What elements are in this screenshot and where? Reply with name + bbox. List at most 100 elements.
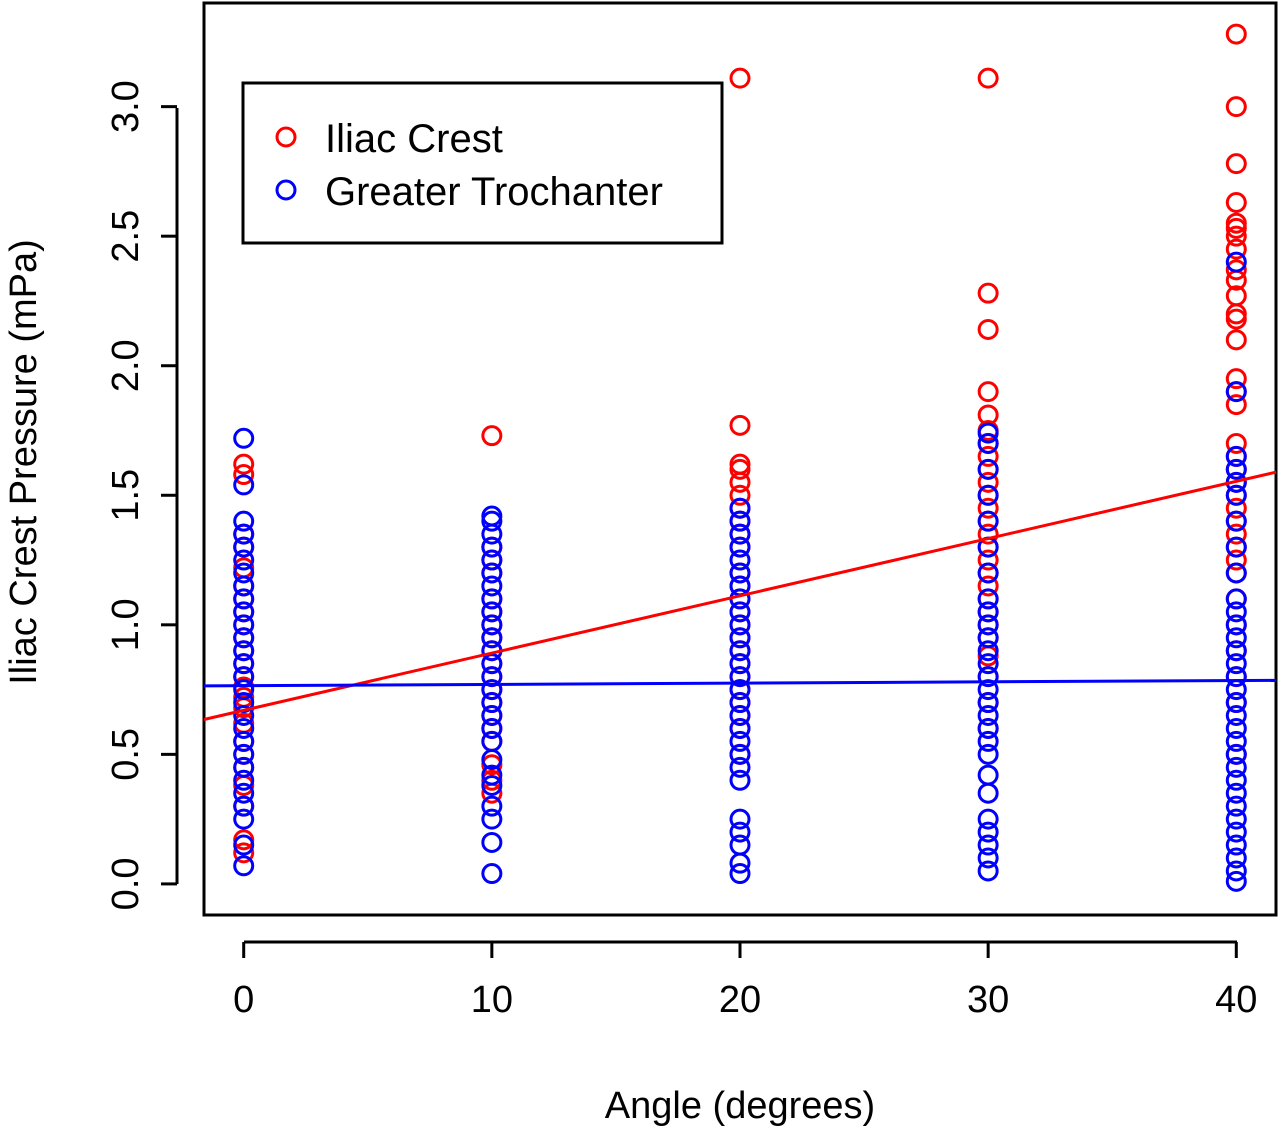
greater-trochanter-point: [481, 562, 503, 584]
greater-trochanter-point: [977, 717, 999, 739]
greater-trochanter-point: [1225, 666, 1247, 688]
greater-trochanter-point: [481, 730, 503, 752]
greater-trochanter-point: [1225, 627, 1247, 649]
iliac-crest-point: [1225, 394, 1247, 416]
iliac-crest-point: [729, 484, 751, 506]
greater-trochanter-point: [729, 510, 751, 532]
greater-trochanter-point: [977, 484, 999, 506]
greater-trochanter-point: [977, 588, 999, 610]
greater-trochanter-point: [1225, 692, 1247, 714]
greater-trochanter-point: [1225, 251, 1247, 273]
greater-trochanter-point: [481, 575, 503, 597]
greater-trochanter-point: [977, 834, 999, 856]
greater-trochanter-point: [729, 653, 751, 675]
greater-trochanter-point: [977, 458, 999, 480]
greater-trochanter-point: [977, 510, 999, 532]
greater-trochanter-point: [977, 614, 999, 636]
x-tick-label: 30: [967, 979, 1009, 1021]
greater-trochanter-point: [1225, 484, 1247, 506]
greater-trochanter-point: [729, 614, 751, 636]
greater-trochanter-point: [1225, 743, 1247, 765]
iliac-crest-point: [1225, 432, 1247, 454]
greater-trochanter-point: [977, 562, 999, 584]
greater-trochanter-point: [481, 808, 503, 830]
x-axis: 0 10 20 30 40: [233, 940, 1257, 1021]
iliac-crest-point: [729, 67, 751, 89]
greater-trochanter-point: [977, 666, 999, 688]
greater-trochanter-point: [233, 795, 255, 817]
x-tick-label: 20: [719, 979, 761, 1021]
fit-lines-layer: [203, 470, 1277, 721]
greater-trochanter-point: [233, 474, 255, 496]
greater-trochanter-point: [729, 627, 751, 649]
iliac-crest-point: [1225, 259, 1247, 281]
greater-trochanter-point: [481, 764, 503, 786]
iliac-crest-point: [1225, 523, 1247, 545]
greater-trochanter-point: [1225, 782, 1247, 804]
iliac-crest-point: [977, 471, 999, 493]
iliac-crest-point: [977, 282, 999, 304]
greater-trochanter-point: [233, 769, 255, 791]
greater-trochanter-point: [729, 717, 751, 739]
greater-trochanter-point: [481, 627, 503, 649]
greater-trochanter-point: [977, 432, 999, 454]
greater-trochanter-point: [977, 730, 999, 752]
greater-trochanter-point: [233, 627, 255, 649]
x-tick-label: 40: [1215, 979, 1257, 1021]
greater-trochanter-point: [977, 653, 999, 675]
x-tick-label: 10: [471, 979, 513, 1021]
greater-trochanter-point: [233, 743, 255, 765]
greater-trochanter-point: [1225, 821, 1247, 843]
greater-trochanter-point: [233, 427, 255, 449]
greater-trochanter-point: [1225, 653, 1247, 675]
iliac-crest-point: [729, 453, 751, 475]
greater-trochanter-point: [729, 562, 751, 584]
greater-trochanter-point: [233, 855, 255, 877]
greater-trochanter-point: [729, 692, 751, 714]
greater-trochanter-point: [233, 705, 255, 726]
iliac-crest-point: [977, 549, 999, 571]
legend-label-iliac-crest: Iliac Crest: [325, 117, 503, 161]
greater-trochanter-point: [233, 536, 255, 558]
greater-trochanter-point: [1225, 614, 1247, 636]
y-tick-label: 3.0: [105, 80, 147, 133]
greater-trochanter-point: [481, 614, 503, 636]
greater-trochanter-point: [729, 834, 751, 856]
iliac-crest-point: [1225, 549, 1247, 571]
greater-trochanter-point: [233, 717, 255, 739]
greater-trochanter-point: [233, 834, 255, 856]
iliac-crest-point: [977, 575, 999, 597]
greater-trochanter-point: [729, 640, 751, 662]
greater-trochanter-point: [481, 692, 503, 714]
plot-frame: [202, 1, 1278, 917]
y-tick-label: 2.5: [105, 210, 147, 263]
greater-trochanter-point: [1225, 860, 1247, 882]
greater-trochanter-point: [481, 601, 503, 623]
greater-trochanter-point: [1225, 458, 1247, 480]
greater-trochanter-point: [977, 821, 999, 843]
greater-trochanter-point: [1225, 536, 1247, 558]
greater-trochanter-point: [729, 601, 751, 623]
greater-trochanter-point: [1225, 588, 1247, 610]
greater-trochanter-point: [481, 795, 503, 817]
greater-trochanter-point: [977, 782, 999, 804]
greater-trochanter-point: [977, 764, 999, 786]
greater-trochanter-point: [977, 422, 999, 444]
iliac-crest-point: [977, 381, 999, 403]
y-tick-label: 1.0: [105, 598, 147, 651]
iliac-crest-point: [1225, 329, 1247, 351]
iliac-crest-point: [1225, 192, 1247, 213]
greater-trochanter-point: [1225, 756, 1247, 778]
iliac-crest-fit-line: [203, 470, 1277, 721]
greater-trochanter-point: [1225, 769, 1247, 791]
greater-trochanter-point: [977, 601, 999, 623]
greater-trochanter-point: [1225, 717, 1247, 739]
greater-trochanter-point: [1225, 705, 1247, 726]
iliac-crest-point: [233, 464, 255, 486]
greater-trochanter-point: [1225, 730, 1247, 752]
iliac-crest-point: [977, 318, 999, 340]
greater-trochanter-point: [1225, 601, 1247, 623]
greater-trochanter-point: [233, 756, 255, 778]
greater-trochanter-point: [729, 808, 751, 830]
